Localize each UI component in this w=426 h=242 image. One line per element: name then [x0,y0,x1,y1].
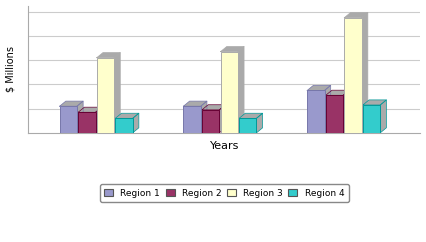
Polygon shape [239,113,262,118]
Polygon shape [184,101,207,106]
Polygon shape [60,101,83,106]
Polygon shape [202,105,225,110]
Bar [60,106,77,133]
Bar [239,118,256,133]
Legend: Region 1, Region 2, Region 3, Region 4: Region 1, Region 2, Region 3, Region 4 [100,184,349,202]
Polygon shape [325,85,331,133]
Polygon shape [77,101,83,133]
Polygon shape [114,53,120,133]
Y-axis label: $ Millions: $ Millions [6,46,16,92]
Bar [221,52,238,133]
Polygon shape [219,105,225,133]
Bar [202,110,219,133]
X-axis label: Years: Years [210,141,239,151]
Polygon shape [97,53,120,58]
Bar [307,91,325,133]
Polygon shape [201,101,207,133]
Polygon shape [78,107,102,112]
Polygon shape [362,13,368,133]
Polygon shape [256,113,262,133]
Bar [326,95,343,133]
Polygon shape [343,90,349,133]
Polygon shape [132,113,139,133]
Polygon shape [307,85,331,91]
Polygon shape [344,13,368,18]
Polygon shape [363,100,386,105]
Polygon shape [380,100,386,133]
Bar [97,58,114,133]
Polygon shape [95,107,102,133]
Bar [344,18,362,133]
Bar [78,112,95,133]
Polygon shape [326,90,349,95]
Bar [115,118,132,133]
Bar [363,105,380,133]
Polygon shape [238,46,244,133]
Polygon shape [221,46,244,52]
Bar [184,106,201,133]
Polygon shape [115,113,139,118]
